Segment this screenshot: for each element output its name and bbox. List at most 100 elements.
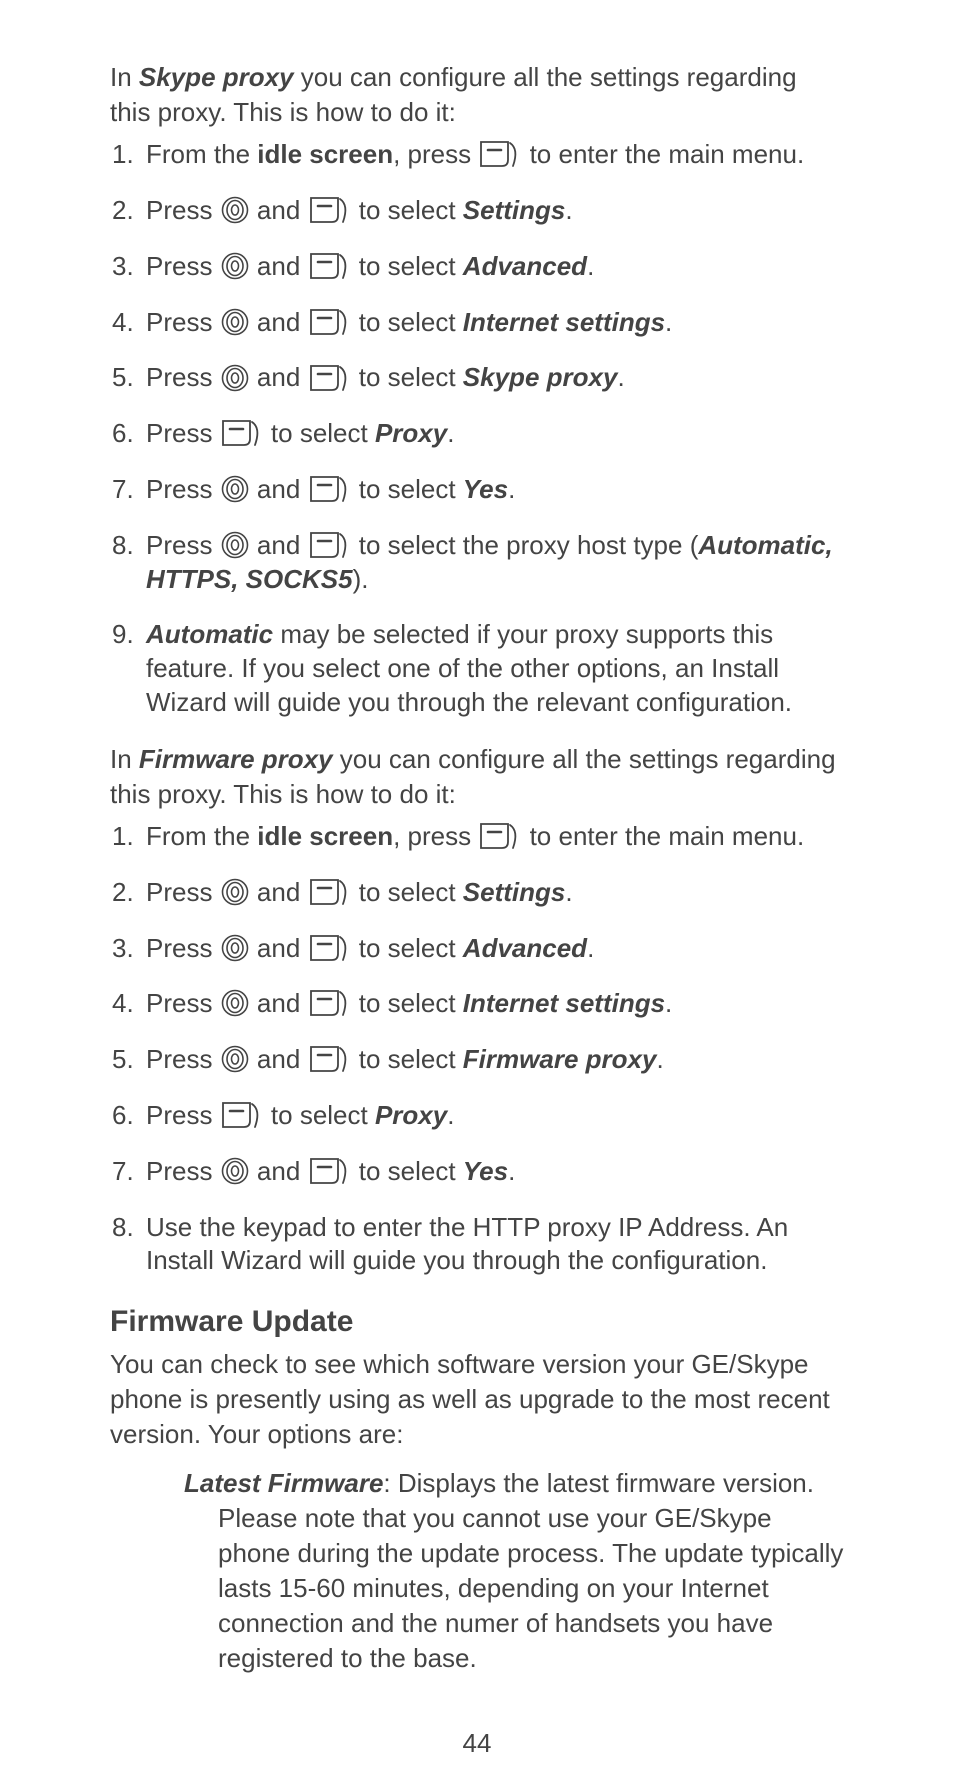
nav-scroll-icon: [220, 1044, 250, 1074]
menu-term: Proxy: [375, 1100, 447, 1130]
text: and: [250, 933, 308, 963]
menu-term: Yes: [463, 474, 508, 504]
text: , press: [393, 139, 478, 169]
step: Press and to select Firmware proxy.: [140, 1043, 844, 1077]
softkey-icon: [308, 474, 352, 504]
text: Press: [146, 418, 220, 448]
menu-term: Skype proxy: [463, 362, 618, 392]
text: and: [250, 362, 308, 392]
text: Press: [146, 307, 220, 337]
menu-term: Settings: [463, 195, 566, 225]
text: Press: [146, 530, 220, 560]
softkey-icon: [308, 1156, 352, 1186]
nav-scroll-icon: [220, 251, 250, 281]
step: Press and to select Advanced.: [140, 932, 844, 966]
nav-scroll-icon: [220, 530, 250, 560]
idle-screen-term: idle screen: [257, 139, 393, 169]
softkey-icon: [308, 988, 352, 1018]
text: Use the keypad to enter the HTTP proxy I…: [146, 1212, 788, 1276]
softkey-icon: [220, 1100, 264, 1130]
menu-term: Internet settings: [463, 307, 665, 337]
menu-term: Yes: [463, 1156, 508, 1186]
text: and: [250, 251, 308, 281]
text: and: [250, 1044, 308, 1074]
step: Press and to select Yes.: [140, 1155, 844, 1189]
firmware-update-option: Latest Firmware: Displays the latest fir…: [184, 1466, 844, 1677]
softkey-icon: [478, 821, 522, 851]
text: In: [110, 62, 139, 92]
text: and: [250, 877, 308, 907]
text: .: [665, 988, 672, 1018]
skype-proxy-intro: In Skype proxy you can configure all the…: [110, 60, 844, 130]
nav-scroll-icon: [220, 877, 250, 907]
text: .: [656, 1044, 663, 1074]
latest-firmware-item: Latest Firmware: Displays the latest fir…: [184, 1466, 844, 1677]
text: to enter the main menu.: [522, 821, 804, 851]
nav-scroll-icon: [220, 933, 250, 963]
text: ).: [353, 564, 369, 594]
firmware-update-heading: Firmware Update: [110, 1302, 844, 1343]
text: to select the proxy host type (: [352, 530, 699, 560]
text: Press: [146, 1044, 220, 1074]
menu-term: Settings: [463, 877, 566, 907]
text: .: [508, 1156, 515, 1186]
text: Press: [146, 988, 220, 1018]
text: Press: [146, 195, 220, 225]
softkey-icon: [308, 307, 352, 337]
menu-term: Internet settings: [463, 988, 665, 1018]
step: From the idle screen, press to enter the…: [140, 820, 844, 854]
nav-scroll-icon: [220, 988, 250, 1018]
text: and: [250, 195, 308, 225]
softkey-icon: [308, 933, 352, 963]
firmware-proxy-intro: In Firmware proxy you can configure all …: [110, 742, 844, 812]
page-number: 44: [110, 1726, 844, 1761]
step: Press and to select Settings.: [140, 194, 844, 228]
manual-page: In Skype proxy you can configure all the…: [0, 0, 954, 1792]
option-label: Latest Firmware: [184, 1468, 383, 1498]
menu-term: Advanced: [463, 933, 587, 963]
text: to select: [352, 307, 463, 337]
text: and: [250, 474, 308, 504]
nav-scroll-icon: [220, 474, 250, 504]
text: to enter the main menu.: [522, 139, 804, 169]
text: to select: [352, 1156, 463, 1186]
menu-term: Proxy: [375, 418, 447, 448]
softkey-icon: [308, 1044, 352, 1074]
text: to select: [264, 418, 375, 448]
text: Press: [146, 474, 220, 504]
softkey-icon: [220, 418, 264, 448]
nav-scroll-icon: [220, 1156, 250, 1186]
nav-scroll-icon: [220, 307, 250, 337]
text: Press: [146, 1100, 220, 1130]
text: to select: [352, 474, 463, 504]
text: and: [250, 988, 308, 1018]
text: In: [110, 744, 139, 774]
step: Press and to select Advanced.: [140, 250, 844, 284]
text: .: [447, 418, 454, 448]
text: Press: [146, 933, 220, 963]
softkey-icon: [308, 877, 352, 907]
text: Press: [146, 251, 220, 281]
text: to select: [352, 988, 463, 1018]
step: Press and to select Skype proxy.: [140, 361, 844, 395]
text: .: [565, 877, 572, 907]
nav-scroll-icon: [220, 195, 250, 225]
text: .: [508, 474, 515, 504]
menu-term: Advanced: [463, 251, 587, 281]
firmware-proxy-term: Firmware proxy: [139, 744, 333, 774]
text: .: [665, 307, 672, 337]
text: and: [250, 1156, 308, 1186]
step: Press to select Proxy.: [140, 1099, 844, 1133]
text: to select: [352, 933, 463, 963]
option-text: : Displays the latest firmware version. …: [218, 1468, 843, 1673]
step: Press and to select Internet settings.: [140, 306, 844, 340]
text: to select: [264, 1100, 375, 1130]
firmware-proxy-steps: From the idle screen, press to enter the…: [110, 820, 844, 1278]
step: From the idle screen, press to enter the…: [140, 138, 844, 172]
text: Press: [146, 362, 220, 392]
nav-scroll-icon: [220, 363, 250, 393]
softkey-icon: [308, 530, 352, 560]
text: to select: [352, 195, 463, 225]
step: Press and to select the proxy host type …: [140, 529, 844, 597]
text: From the: [146, 821, 257, 851]
